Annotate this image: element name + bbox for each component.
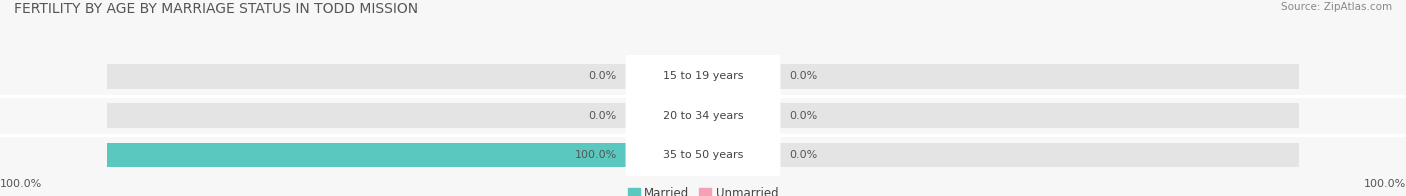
- FancyBboxPatch shape: [626, 47, 780, 106]
- Text: FERTILITY BY AGE BY MARRIAGE STATUS IN TODD MISSION: FERTILITY BY AGE BY MARRIAGE STATUS IN T…: [14, 2, 418, 16]
- Bar: [738, 64, 780, 89]
- Text: 100.0%: 100.0%: [1364, 179, 1406, 189]
- Bar: [626, 143, 780, 167]
- Bar: [626, 143, 668, 167]
- Bar: [107, 143, 703, 167]
- Bar: [626, 64, 780, 89]
- Legend: Married, Unmarried: Married, Unmarried: [623, 182, 783, 196]
- Text: 0.0%: 0.0%: [789, 150, 818, 160]
- Text: 20 to 34 years: 20 to 34 years: [662, 111, 744, 121]
- Text: 0.0%: 0.0%: [588, 71, 617, 82]
- Text: 100.0%: 100.0%: [0, 179, 42, 189]
- Text: 0.0%: 0.0%: [588, 111, 617, 121]
- Text: 35 to 50 years: 35 to 50 years: [662, 150, 744, 160]
- Bar: [107, 143, 703, 167]
- FancyBboxPatch shape: [626, 86, 780, 145]
- Text: Source: ZipAtlas.com: Source: ZipAtlas.com: [1281, 2, 1392, 12]
- Text: 0.0%: 0.0%: [789, 111, 818, 121]
- Bar: [107, 103, 703, 128]
- Bar: [703, 143, 1299, 167]
- Bar: [738, 143, 780, 167]
- FancyBboxPatch shape: [626, 125, 780, 185]
- Text: 15 to 19 years: 15 to 19 years: [662, 71, 744, 82]
- Bar: [626, 103, 780, 128]
- Bar: [703, 64, 1299, 89]
- Text: 0.0%: 0.0%: [789, 71, 818, 82]
- Bar: [626, 103, 668, 128]
- Bar: [738, 103, 780, 128]
- Bar: [703, 103, 1299, 128]
- Text: 100.0%: 100.0%: [575, 150, 617, 160]
- Bar: [626, 64, 668, 89]
- Bar: [107, 64, 703, 89]
